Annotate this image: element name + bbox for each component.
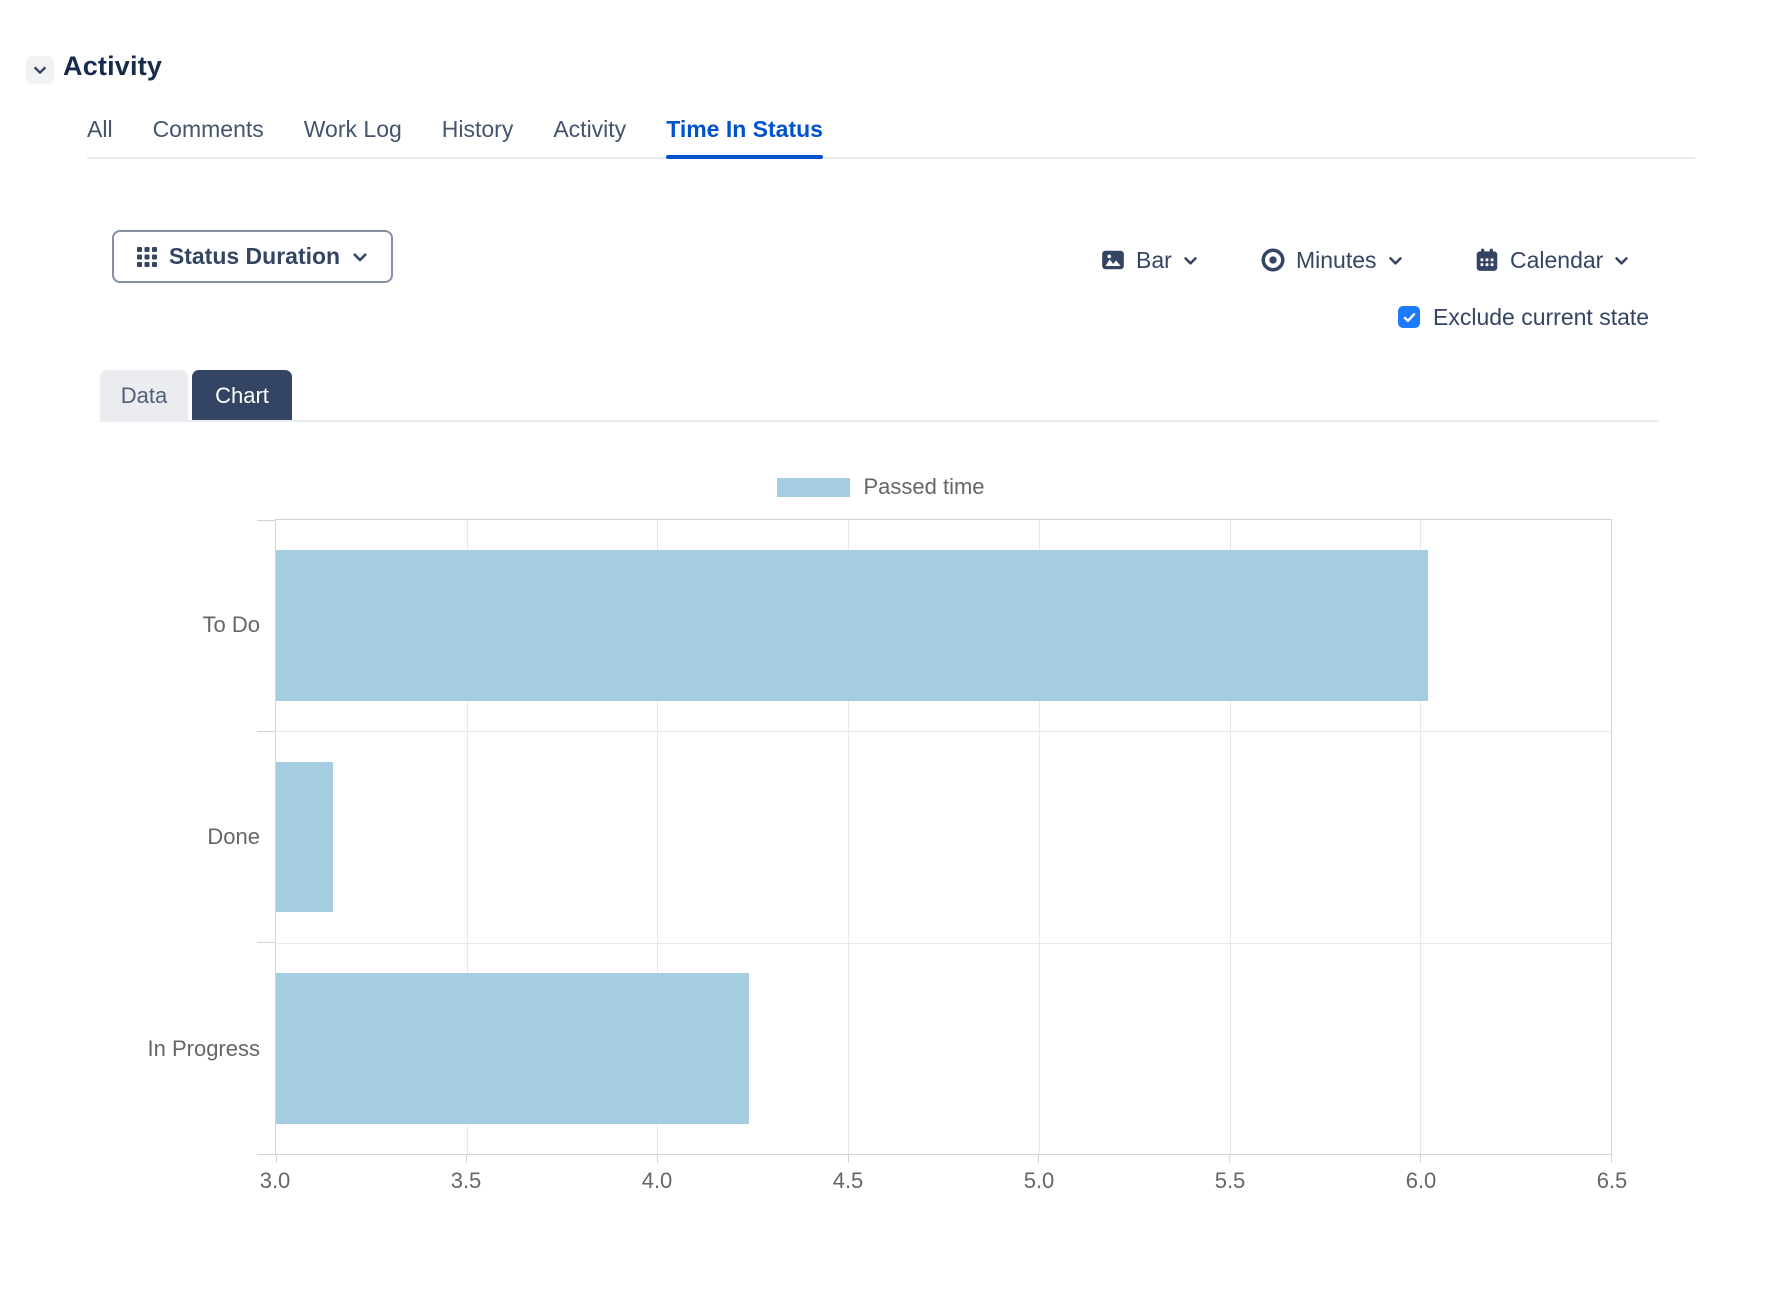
tab-comments[interactable]: Comments: [152, 116, 264, 142]
tab-all[interactable]: All: [87, 116, 113, 142]
chevron-down-icon: [1387, 252, 1404, 269]
activity-collapse-button[interactable]: [26, 56, 54, 84]
x-tick-mark: [1610, 1154, 1612, 1163]
x-tick-label: 4.0: [641, 1168, 673, 1193]
view-tab-bar: Data Chart: [100, 370, 292, 422]
exclude-current-state-label: Exclude current state: [1433, 303, 1650, 330]
bar-row: [276, 520, 1611, 731]
x-tick-label: 3.5: [450, 1168, 482, 1193]
y-tick-mark: [257, 1153, 276, 1155]
bar-to-do[interactable]: [276, 550, 1428, 701]
x-tick-mark: [275, 1154, 277, 1163]
grid-icon: [136, 246, 158, 268]
x-tick-label: 6.5: [1596, 1168, 1628, 1193]
y-category-label: To Do: [202, 611, 260, 637]
bar-in-progress[interactable]: [276, 973, 749, 1124]
legend-label: Passed time: [863, 474, 985, 499]
x-gridline: [1229, 520, 1231, 1154]
chevron-down-icon: [351, 248, 369, 266]
legend-swatch: [777, 477, 851, 497]
x-tick-label: 5.0: [1023, 1168, 1055, 1193]
x-tick-label: 5.5: [1214, 1168, 1246, 1193]
y-category-label: Done: [207, 823, 260, 849]
plot-area: [257, 519, 1612, 1163]
y-gridline: [276, 731, 1611, 733]
x-tick-mark: [1419, 1154, 1421, 1163]
eye-icon: [1260, 247, 1286, 273]
tab-history[interactable]: History: [441, 116, 514, 142]
x-tick-mark: [656, 1154, 658, 1163]
x-gridline: [466, 520, 468, 1154]
y-tick-mark: [257, 730, 276, 732]
chart-legend: Passed time: [150, 472, 1612, 502]
x-gridline: [848, 520, 850, 1154]
checkbox-checked-icon[interactable]: [1398, 306, 1420, 328]
exclude-current-state-option[interactable]: Exclude current state: [1398, 303, 1649, 331]
bar-row: [276, 943, 1611, 1154]
bar-row: [276, 731, 1611, 942]
image-icon: [1100, 247, 1126, 273]
y-tick-mark: [257, 519, 276, 521]
x-tick-mark: [1038, 1154, 1040, 1163]
bar-done[interactable]: [276, 761, 334, 913]
y-axis-labels: To Do Done In Progress: [0, 519, 261, 1155]
tab-activity[interactable]: Activity: [553, 116, 627, 142]
activity-tab-bar: All Comments Work Log History Activity T…: [87, 112, 1695, 159]
status-duration-label: Status Duration: [168, 243, 341, 269]
chart-type-label: Bar: [1136, 246, 1172, 273]
calendar-dropdown[interactable]: Calendar: [1474, 238, 1630, 282]
x-tick-mark: [466, 1154, 468, 1163]
x-axis-labels: 3.0 3.5 4.0 4.5 5.0 5.5 6.0 6.5: [260, 1168, 1628, 1196]
status-duration-dropdown[interactable]: Status Duration: [112, 230, 393, 283]
y-category-label: In Progress: [147, 1035, 261, 1061]
calendar-label: Calendar: [1510, 246, 1604, 273]
unit-label: Minutes: [1296, 246, 1377, 273]
page-title: Activity: [63, 51, 163, 81]
calendar-icon: [1474, 247, 1500, 273]
y-tick-mark: [257, 942, 276, 944]
unit-dropdown[interactable]: Minutes: [1260, 238, 1404, 282]
chevron-down-icon: [32, 62, 48, 78]
tab-data[interactable]: Data: [100, 370, 188, 422]
y-gridline: [276, 942, 1611, 944]
x-tick-label: 6.0: [1405, 1168, 1437, 1193]
x-tick-label: 3.0: [259, 1168, 291, 1193]
tab-chart[interactable]: Chart: [192, 370, 292, 422]
x-gridline: [1420, 520, 1422, 1154]
chart-type-dropdown[interactable]: Bar: [1100, 238, 1199, 282]
chevron-down-icon: [1182, 252, 1199, 269]
chevron-down-icon: [1613, 252, 1630, 269]
tab-time-in-status[interactable]: Time In Status: [666, 112, 823, 159]
x-tick-mark: [1229, 1154, 1231, 1163]
bar-rows: [276, 520, 1611, 1154]
x-tick-label: 4.5: [832, 1168, 864, 1193]
x-tick-mark: [847, 1154, 849, 1163]
x-gridline: [657, 520, 659, 1154]
view-tabs-divider: [100, 420, 1658, 422]
x-gridline: [1038, 520, 1040, 1154]
tab-work-log[interactable]: Work Log: [303, 116, 402, 142]
